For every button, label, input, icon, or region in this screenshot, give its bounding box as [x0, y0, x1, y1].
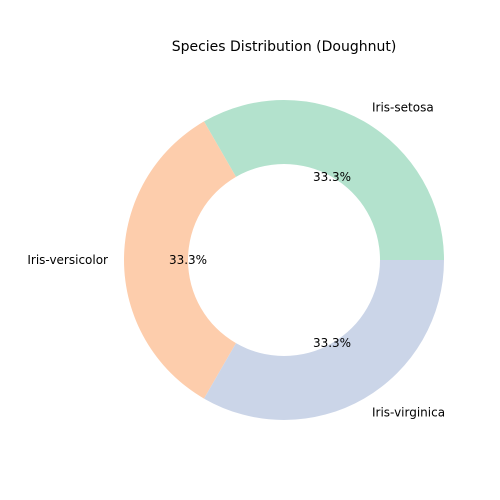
slice-percent-label: 33.3% [313, 170, 351, 184]
labels-group: Iris-setosa 33.3% Iris-versicolor 33.3% Iris… [27, 101, 445, 420]
slice-label: Iris-setosa [372, 101, 434, 115]
slice-percent-label: 33.3% [313, 336, 351, 350]
slices-group [124, 99, 444, 420]
slice-label: Iris-versicolor [27, 253, 108, 267]
slice-iris-setosa [204, 99, 444, 261]
slice-iris-virginica [204, 260, 444, 420]
slice-iris-versicolor [124, 121, 236, 399]
slice-percent-label: 33.3% [169, 253, 207, 267]
slice-label: Iris-virginica [372, 405, 445, 419]
chart-title: Species Distribution (Doughnut) [172, 39, 397, 55]
